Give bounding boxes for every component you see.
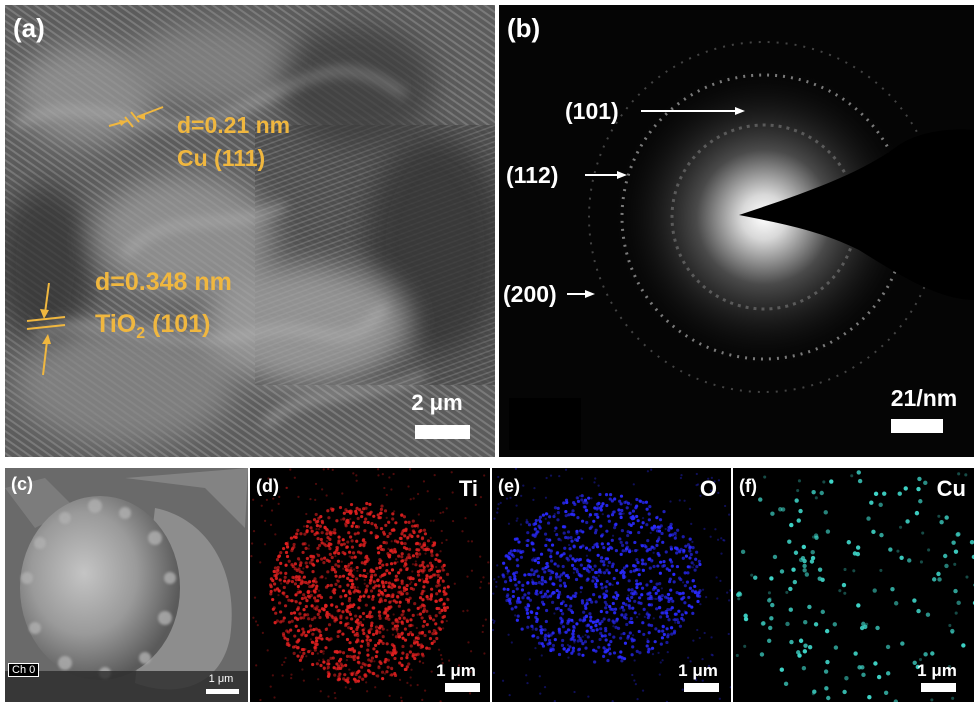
tio2-plane-index: (101) [145,310,211,338]
panel-d-scale-bar [445,683,480,692]
tio2-formula-subscript: 2 [136,325,146,342]
tio2-plane-text: TiO2 (101) [95,310,210,343]
channel-tag: Ch 0 [8,663,40,677]
panel-b-label: (b) [507,13,541,43]
cu-plane-text: Cu (111) [177,145,266,171]
ring-200-label: (200) [503,281,557,307]
hrtem-lattice-background [5,5,495,457]
panel-a-scale-label: 2 μm [411,390,463,415]
panel-d-ti-map: (d) Ti 1 μm [250,468,490,702]
tio2-formula-prefix: TiO [95,310,137,338]
ring-101-arrow [641,107,745,115]
panel-f-label: (f) [739,476,757,496]
panel-b-scale-bar [891,419,943,433]
panel-a-scale-bar [415,425,470,439]
ring-101-label: (101) [565,98,619,124]
cu-d-spacing-text: d=0.21 nm [177,112,291,138]
tio2-lattice-spacing-marker [26,283,66,376]
panel-e-scale-bar [684,683,719,692]
panel-c-sem-image: (c) Ch 0 1 μm [5,468,248,702]
panel-c-scale-bar [206,689,239,694]
panel-d-label: (d) [256,476,279,496]
panel-c-label: (c) [11,474,33,494]
panel-f-element-label: Cu [936,476,966,501]
panel-f-scale-label: 1 μm [917,661,957,680]
o-element-map [492,468,731,702]
ti-element-map [250,468,490,702]
panel-e-element-label: O [699,476,717,501]
panel-c-scale-label: 1 μm [208,673,234,685]
cu-element-map [735,470,974,702]
saed-diffraction-background [509,41,974,450]
panel-b-scale-label: 21/nm [890,385,958,411]
panel-d-scale-label: 1 μm [436,661,476,680]
panel-b-saed-pattern: (b) (101) (112) (200) 21/nm [499,5,974,457]
panel-f-scale-bar [921,683,956,692]
panel-a-hrtem-image: (a) d=0.21 nm Cu (111) d=0.348 nm TiO2 (… [5,5,495,457]
ring-200-arrow [567,290,595,298]
sem-particle-background [5,468,248,702]
panel-e-o-map: (e) O 1 μm [492,468,731,702]
panel-a-label: (a) [13,13,45,43]
panel-f-cu-map: (f) Cu 1 μm [733,468,974,702]
ring-112-arrow [585,171,627,179]
panel-e-label: (e) [498,476,520,496]
ring-112-label: (112) [506,162,559,188]
panel-e-scale-label: 1 μm [678,661,718,680]
tio2-d-spacing-text: d=0.348 nm [95,268,232,296]
cu-lattice-spacing-marker [108,106,164,128]
panel-d-element-label: Ti [458,476,478,501]
